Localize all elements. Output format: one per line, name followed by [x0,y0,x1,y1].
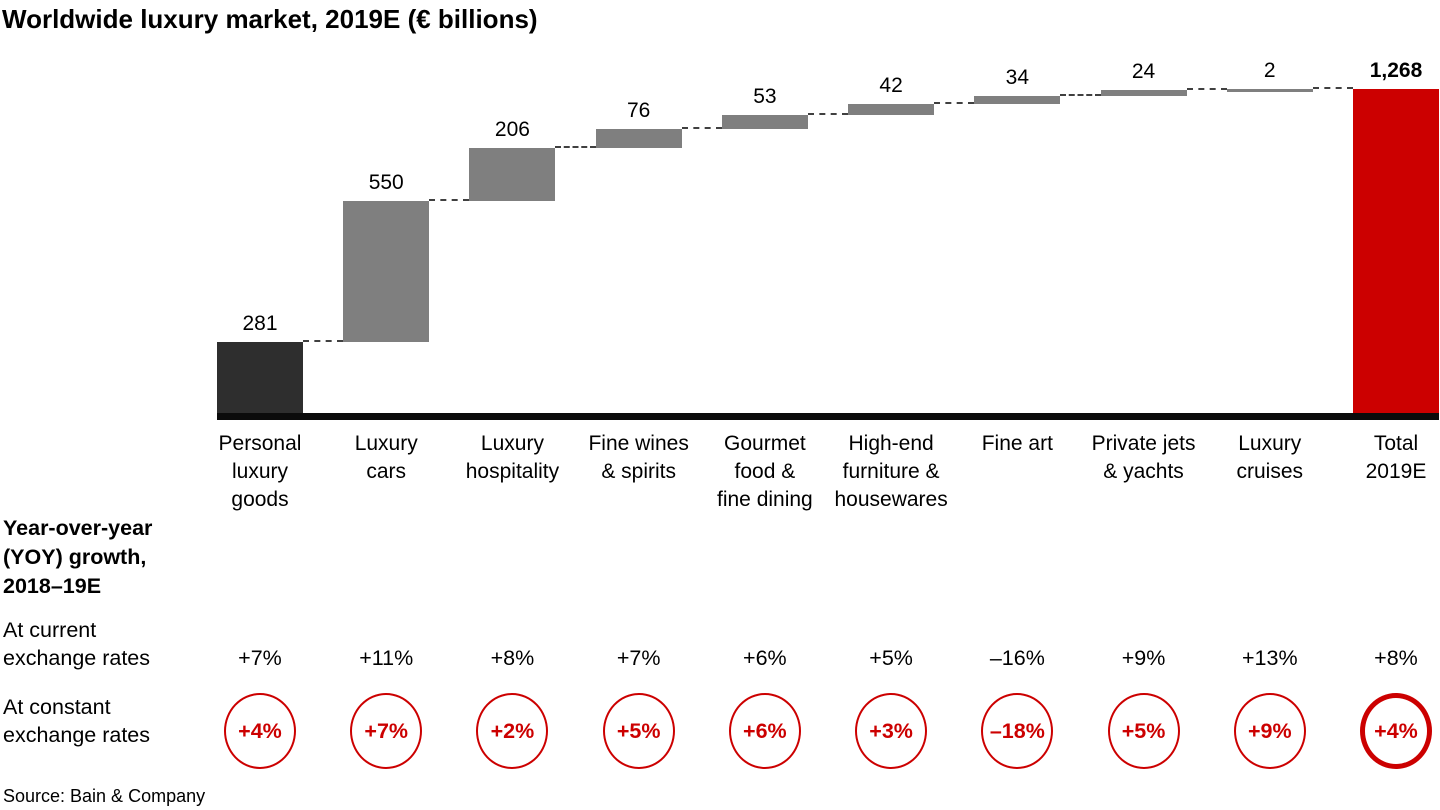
waterfall-bar [1353,89,1439,414]
bar-value-label: 206 [494,118,530,142]
source-note: Source: Bain & Company [3,786,206,806]
current-rate-value: +8% [490,646,535,670]
current-rate-value: +7% [616,646,661,670]
constant-rate-circle: +4% [1360,693,1432,769]
constant-rate-circle: +6% [728,693,801,769]
category-label: Luxury cruises [1236,432,1304,483]
x-axis-line [217,413,1439,420]
category-label: Personal luxury goods [218,432,302,511]
constant-rate-circle: +9% [1233,693,1306,769]
bar-value-label: 24 [1131,59,1156,83]
waterfall-bar [595,128,682,149]
bar-value-label: 42 [879,74,903,98]
connector-line [429,199,470,201]
current-rate-value: +13% [1241,646,1298,670]
waterfall-bar [974,95,1061,105]
constant-rate-circle: +4% [224,693,296,769]
connector-line [1060,93,1101,96]
category-label: Luxury hospitality [465,432,560,483]
waterfall-bar [721,115,808,129]
connector-line [807,113,849,116]
current-rate-value: +6% [743,646,787,670]
current-rate-value: +5% [869,646,913,670]
chart-title: Worldwide luxury market, 2019E (€ billio… [2,4,538,34]
waterfall-bar [848,104,935,116]
current-rate-value: –16% [989,646,1045,670]
current-rate-value: +9% [1121,646,1166,670]
current-exchange-rates-label: At current exchange rates [3,618,151,670]
waterfall-bar [469,148,556,201]
category-label: Gourmet food & fine dining [717,432,813,511]
bar-value-label: 34 [1005,65,1029,89]
connector-line [1186,87,1227,90]
connector-line [555,146,596,149]
constant-exchange-rates-label: At constant exchange rates [3,695,151,747]
category-label: Fine art [981,432,1053,455]
yoy-growth-header: Year-over-year (YOY) growth, 2018–19E [3,516,153,598]
connector-line [934,102,975,105]
waterfall-bar [343,201,430,342]
current-rate-value: +7% [238,646,282,670]
constant-rate-circle: +5% [602,693,675,769]
bar-value-label: 2 [1263,59,1276,82]
constant-rate-circle: –18% [981,693,1054,769]
connector-line [681,126,722,129]
current-rate-value: +8% [1374,646,1418,670]
bar-value-label: 550 [368,171,404,194]
waterfall-bar [1100,89,1187,96]
constant-rate-circle: +5% [1107,693,1180,769]
bar-value-label: 1,268 [1369,59,1423,82]
connector-line [303,339,344,342]
constant-rate-circle: +7% [350,693,423,769]
waterfall-bar [217,341,303,414]
constant-rate-circle: +2% [476,693,549,769]
category-label: Total 2019E [1365,432,1427,483]
bar-value-label: 76 [626,98,651,122]
current-rate-value: +11% [359,646,414,670]
category-label: Fine wines & spirits [588,432,689,483]
category-label: High-end furniture & housewares [834,432,948,511]
connector-line [1312,87,1353,89]
bar-value-label: 53 [753,85,777,109]
waterfall-bar [1226,89,1313,92]
category-label: Luxury cars [354,432,418,483]
bar-value-label: 281 [242,311,278,335]
constant-rate-circle: +3% [855,693,928,769]
category-label: Private jets & yachts [1091,432,1196,483]
